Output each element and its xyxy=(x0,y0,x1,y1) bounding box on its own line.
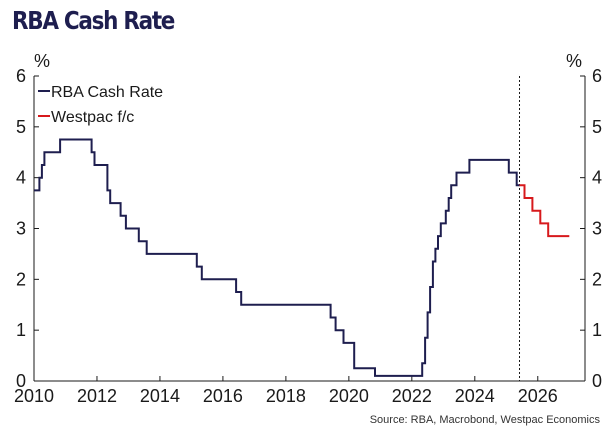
x-tick-label: 2018 xyxy=(266,386,306,406)
legend: RBA Cash Rate Westpac f/c xyxy=(38,84,163,126)
y-tick-label-right: 1 xyxy=(592,320,602,340)
y-unit-left: % xyxy=(34,51,50,71)
y-tick-label-left: 0 xyxy=(16,371,26,391)
y-tick-label-right: 0 xyxy=(592,371,602,391)
y-tick-label-right: 3 xyxy=(592,219,602,239)
y-tick-label-left: 5 xyxy=(16,117,26,137)
series-lines xyxy=(34,138,570,377)
y-tick-label-right: 5 xyxy=(592,117,602,137)
y-tick-label-left: 6 xyxy=(16,66,26,86)
y-tick-label-right: 2 xyxy=(592,269,602,289)
legend-item-rba-cash-rate: RBA Cash Rate xyxy=(51,84,163,101)
series-line-westpac-forecast xyxy=(519,184,570,238)
legend-item-westpac-forecast: Westpac f/c xyxy=(51,109,134,126)
x-tick-label: 2014 xyxy=(140,386,180,406)
x-tick-label: 2020 xyxy=(329,386,369,406)
series-line-rba-cash-rate xyxy=(34,138,520,377)
x-tick-label: 2022 xyxy=(392,386,432,406)
x-tick-label: 2012 xyxy=(77,386,117,406)
y-tick-label-left: 2 xyxy=(16,269,26,289)
tick-labels: 0 0 1 1 2 2 3 3 4 4 5 5 6 6 2010 2012 2014 2016 2018 2020 20… xyxy=(14,51,602,406)
x-tick-label: 2010 xyxy=(14,386,54,406)
y-unit-right: % xyxy=(566,51,582,71)
y-tick-label-right: 6 xyxy=(592,66,602,86)
y-tick-label-left: 3 xyxy=(16,219,26,239)
y-tick-label-left: 1 xyxy=(16,320,26,340)
source-note: Source: RBA, Macrobond, Westpac Economic… xyxy=(369,414,600,426)
y-tick-label-right: 4 xyxy=(592,168,602,188)
y-tick-label-left: 4 xyxy=(16,168,26,188)
chart-title: RBA Cash Rate xyxy=(12,6,175,35)
x-tick-label: 2024 xyxy=(455,386,495,406)
x-tick-label: 2016 xyxy=(203,386,243,406)
x-tick-label: 2026 xyxy=(518,386,558,406)
axes xyxy=(33,75,586,382)
